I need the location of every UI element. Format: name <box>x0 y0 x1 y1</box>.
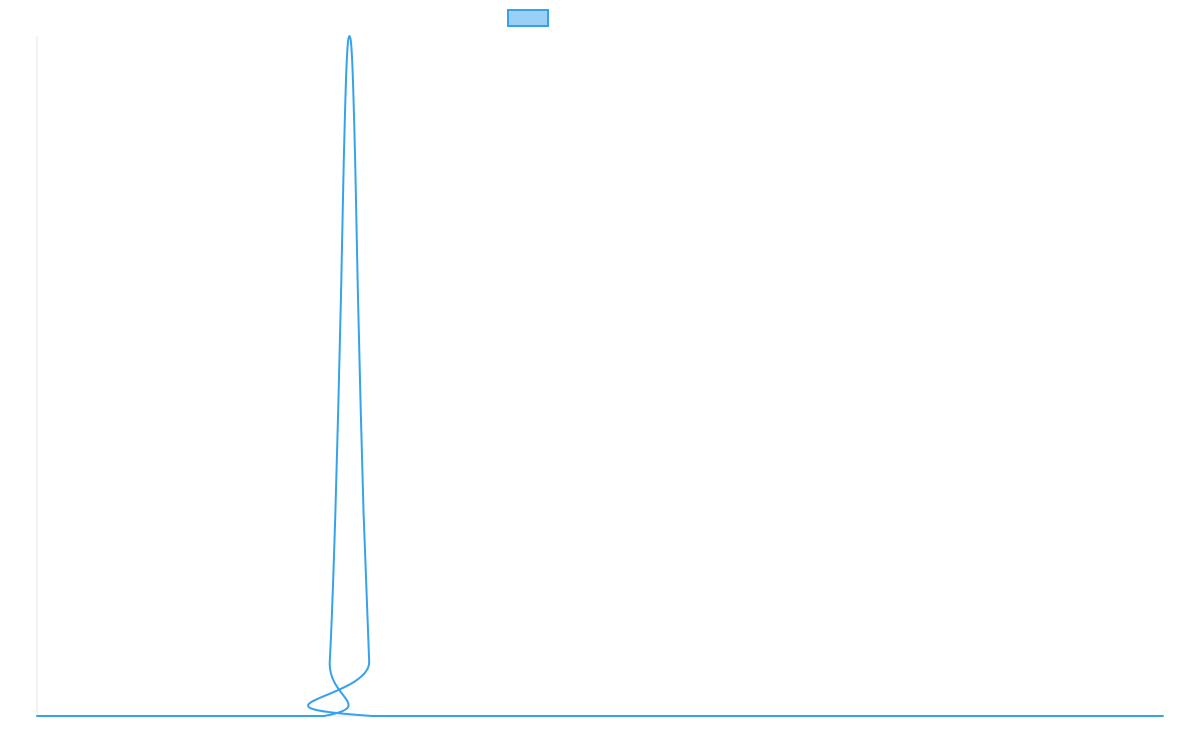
series-line-0 <box>36 35 1164 718</box>
series-group <box>36 35 1164 718</box>
legend-swatch[interactable] <box>507 9 549 27</box>
